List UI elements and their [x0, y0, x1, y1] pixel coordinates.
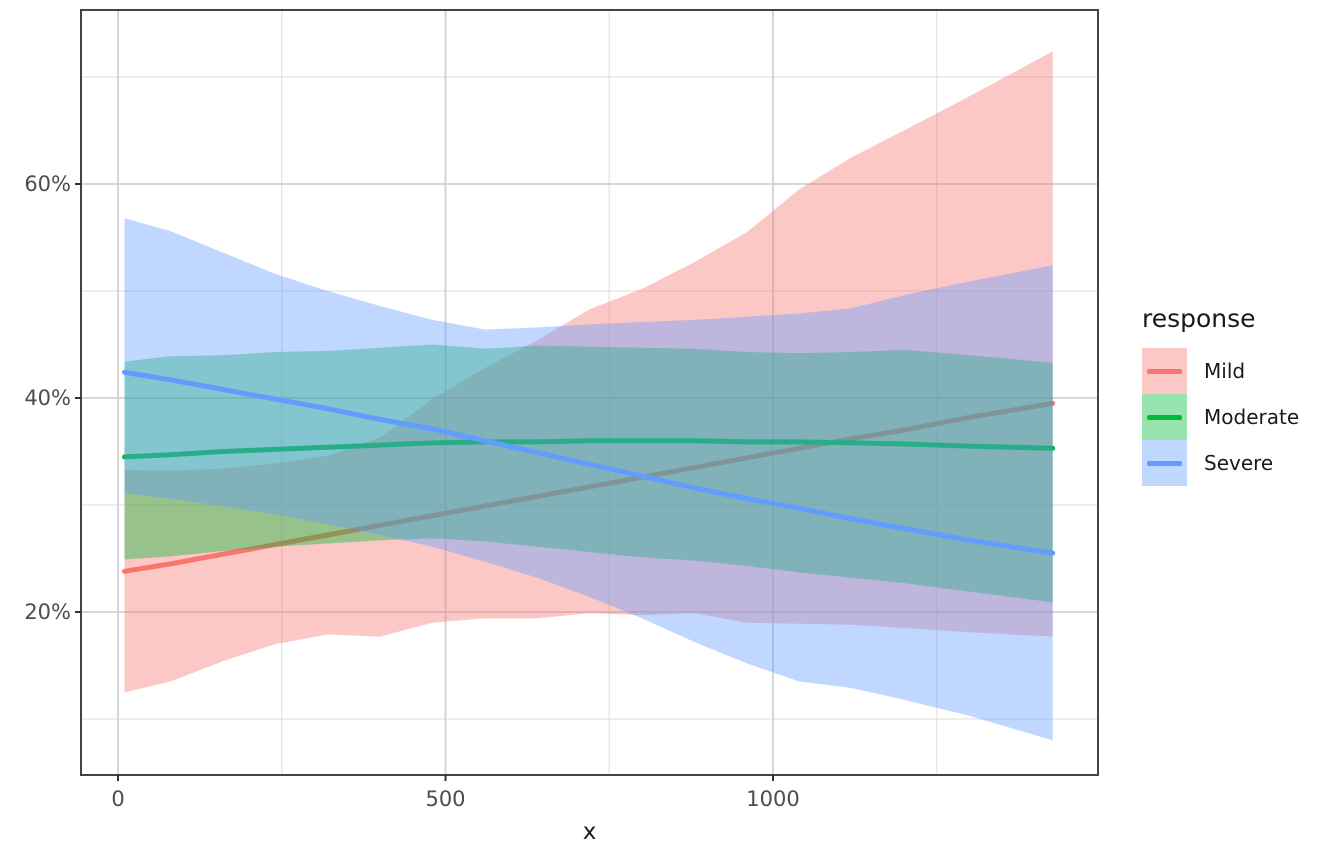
y-tick-label: 60%	[24, 172, 71, 196]
legend-title: response	[1142, 304, 1256, 333]
gridlines-minor	[81, 10, 1098, 775]
x-tick-label: 500	[425, 787, 465, 811]
axis-ticks	[75, 183, 774, 781]
y-tick-label: 40%	[24, 386, 71, 410]
moderate-trend-line	[122, 438, 1056, 460]
legend-key-mild-swatch	[1142, 348, 1187, 394]
series-layer	[122, 51, 1056, 741]
legend-key-moderate-swatch	[1142, 394, 1187, 440]
moderate-confidence-ribbon	[124, 344, 1053, 603]
x-tick-label: 1000	[746, 787, 799, 811]
legend-key-severe-line-icon	[1147, 460, 1182, 466]
x-tick-label: 0	[111, 787, 124, 811]
legend-label-severe: Severe	[1204, 451, 1274, 475]
legend-item-severe[interactable]: Severe	[1142, 440, 1299, 486]
legend-label-mild: Mild	[1204, 359, 1246, 383]
gridlines-major	[81, 10, 1098, 775]
legend-key-moderate-line-icon	[1147, 414, 1182, 420]
legend-key-mild-line-icon	[1147, 368, 1182, 374]
legend: response Mild Moderate Severe	[1142, 304, 1299, 486]
y-tick-label: 20%	[24, 600, 71, 624]
severe-trend-line	[122, 369, 1056, 556]
panel-border	[80, 9, 1099, 776]
axis-tick-labels: 0 500 1000 20% 40% 60%	[24, 172, 799, 811]
mild-trend-line	[122, 400, 1056, 574]
legend-label-moderate: Moderate	[1204, 405, 1300, 429]
severe-confidence-ribbon	[124, 218, 1053, 741]
x-axis-title: x	[583, 819, 597, 845]
legend-item-mild[interactable]: Mild	[1142, 348, 1299, 394]
legend-key-severe-swatch	[1142, 440, 1187, 486]
legend-item-moderate[interactable]: Moderate	[1142, 394, 1299, 440]
